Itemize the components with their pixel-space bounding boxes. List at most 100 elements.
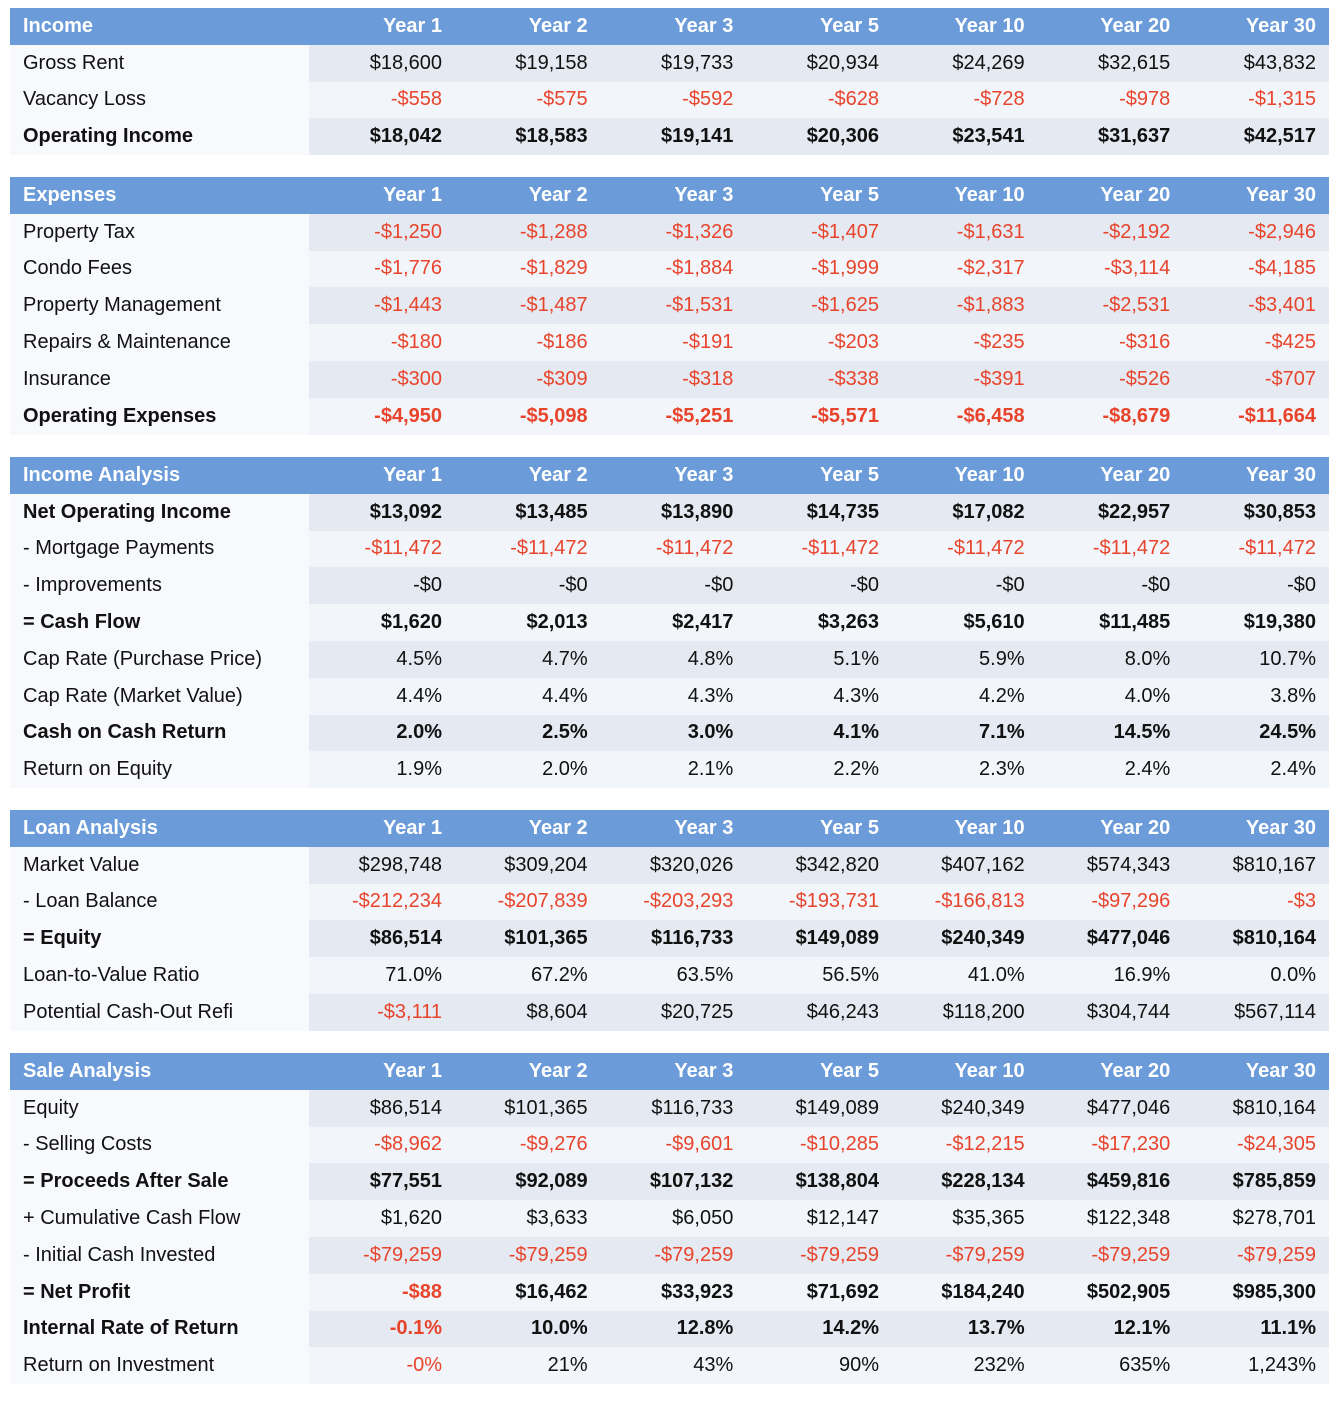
expenses-table: Expenses Year 1 Year 2 Year 3 Year 5 Year 10 Y… — [10, 177, 1329, 435]
section-header-row: Expenses Year 1 Year 2 Year 3 Year 5 Year 10 Y… — [10, 177, 1329, 214]
cell-value: $1,620 — [309, 1200, 456, 1237]
cell-value: -$1,999 — [746, 250, 892, 288]
year-header: Year 5 — [746, 177, 892, 214]
cell-value: $240,349 — [891, 1089, 1038, 1127]
cell-value: $24,269 — [891, 44, 1038, 82]
cell-value: $6,050 — [600, 1200, 747, 1237]
cell-value: -$391 — [891, 360, 1038, 398]
cell-value: $11,485 — [1037, 604, 1184, 641]
cell-value: -$1,631 — [891, 213, 1038, 251]
cell-value: -$318 — [600, 360, 747, 398]
cell-value: $1,620 — [309, 604, 456, 641]
cell-value: -$17,230 — [1037, 1126, 1184, 1164]
cell-value: $42,517 — [1183, 118, 1329, 156]
row-label: = Proceeds After Sale — [10, 1163, 310, 1201]
cell-value: -$1,288 — [455, 213, 601, 251]
row-label: = Equity — [10, 920, 310, 958]
cell-value: -$1,829 — [455, 250, 601, 288]
cell-value: 5.9% — [891, 640, 1038, 678]
row-label: Cash on Cash Return — [10, 714, 310, 752]
cell-value: -$207,839 — [455, 883, 601, 921]
year-header: Year 10 — [891, 8, 1038, 45]
cell-value: -$1,250 — [309, 213, 456, 251]
cell-value: $23,541 — [891, 118, 1038, 156]
year-header: Year 10 — [891, 457, 1038, 494]
cell-value: -$79,259 — [455, 1236, 601, 1274]
cell-value: -$728 — [891, 81, 1038, 119]
cell-value: -$24,305 — [1183, 1126, 1329, 1164]
cell-value: $20,725 — [600, 993, 747, 1031]
row-label: Gross Rent — [10, 44, 310, 82]
year-header: Year 5 — [746, 8, 892, 45]
cell-value: $985,300 — [1183, 1273, 1329, 1311]
cell-value: $30,853 — [1183, 493, 1329, 531]
cell-value: $19,380 — [1183, 604, 1329, 641]
cell-value: $149,089 — [746, 920, 892, 958]
section-header-row: Sale Analysis Year 1 Year 2 Year 3 Year 5 Yea… — [10, 1053, 1329, 1090]
cell-value: $298,748 — [309, 846, 456, 884]
cell-value: -$0 — [309, 567, 456, 605]
cell-value: -$10,285 — [746, 1126, 892, 1164]
cell-value: 11.1% — [1183, 1310, 1329, 1348]
cell-value: 2.0% — [309, 714, 456, 752]
cell-value: $46,243 — [746, 993, 892, 1031]
cell-value: 12.1% — [1037, 1310, 1184, 1348]
cell-value: $477,046 — [1037, 1089, 1184, 1127]
cell-value: -$0 — [1183, 567, 1329, 605]
table-row: Operating Income $18,042 $18,583 $19,141 $20… — [10, 118, 1329, 156]
table-row: Repairs & Maintenance -$180 -$186 -$191 -$20… — [10, 324, 1329, 361]
cell-value: -$212,234 — [309, 883, 456, 921]
table-row: Loan-to-Value Ratio 71.0% 67.2% 63.5% 56.5% 4… — [10, 957, 1329, 994]
row-label: - Mortgage Payments — [10, 530, 310, 568]
row-label: Condo Fees — [10, 250, 310, 288]
cell-value: -$526 — [1037, 360, 1184, 398]
row-label: Repairs & Maintenance — [10, 324, 310, 361]
cell-value: $574,343 — [1037, 846, 1184, 884]
cell-value: -$2,317 — [891, 250, 1038, 288]
cell-value: 71.0% — [309, 957, 456, 994]
cell-value: $304,744 — [1037, 993, 1184, 1031]
year-header: Year 3 — [600, 8, 747, 45]
section-loan-analysis: Loan Analysis Year 1 Year 2 Year 3 Year 5 Yea… — [10, 810, 1329, 1031]
loan-analysis-table: Loan Analysis Year 1 Year 2 Year 3 Year 5 Yea… — [10, 810, 1329, 1031]
cell-value: 90% — [746, 1347, 892, 1385]
cell-value: 4.3% — [600, 677, 747, 715]
cell-value: -$0 — [600, 567, 747, 605]
cell-value: $17,082 — [891, 493, 1038, 531]
section-expenses: Expenses Year 1 Year 2 Year 3 Year 5 Year 10 Y… — [10, 177, 1329, 435]
cell-value: $122,348 — [1037, 1200, 1184, 1237]
year-header: Year 20 — [1037, 177, 1184, 214]
cell-value: $320,026 — [600, 846, 747, 884]
cell-value: -$166,813 — [891, 883, 1038, 921]
cell-value: 3.0% — [600, 714, 747, 752]
table-row: Gross Rent $18,600 $19,158 $19,733 $20,934 $2… — [10, 44, 1329, 82]
cell-value: 13.7% — [891, 1310, 1038, 1348]
cell-value: -$5,251 — [600, 397, 747, 435]
cell-value: $309,204 — [455, 846, 601, 884]
cell-value: -$628 — [746, 81, 892, 119]
cell-value: $184,240 — [891, 1273, 1038, 1311]
section-title: Expenses — [10, 177, 310, 214]
row-label: Net Operating Income — [10, 493, 310, 531]
cell-value: -$203,293 — [600, 883, 747, 921]
table-row: = Equity $86,514 $101,365 $116,733 $149,089 $… — [10, 920, 1329, 958]
cell-value: 4.0% — [1037, 677, 1184, 715]
cell-value: -$1,625 — [746, 287, 892, 325]
cell-value: -$558 — [309, 81, 456, 119]
cell-value: $35,365 — [891, 1200, 1038, 1237]
cell-value: $32,615 — [1037, 44, 1184, 82]
year-header: Year 10 — [891, 177, 1038, 214]
table-row: Net Operating Income $13,092 $13,485 $13,89… — [10, 493, 1329, 531]
cell-value: $20,934 — [746, 44, 892, 82]
cell-value: -$2,531 — [1037, 287, 1184, 325]
table-row: Insurance -$300 -$309 -$318 -$338 -$391 -$526-… — [10, 360, 1329, 398]
cell-value: -$1,884 — [600, 250, 747, 288]
year-header: Year 5 — [746, 457, 892, 494]
cell-value: 10.0% — [455, 1310, 601, 1348]
cell-value: 2.4% — [1183, 751, 1329, 789]
row-label: - Initial Cash Invested — [10, 1236, 310, 1274]
row-label: - Improvements — [10, 567, 310, 605]
cell-value: $19,733 — [600, 44, 747, 82]
table-row: Property Management -$1,443 -$1,487 -$1,531… — [10, 287, 1329, 325]
